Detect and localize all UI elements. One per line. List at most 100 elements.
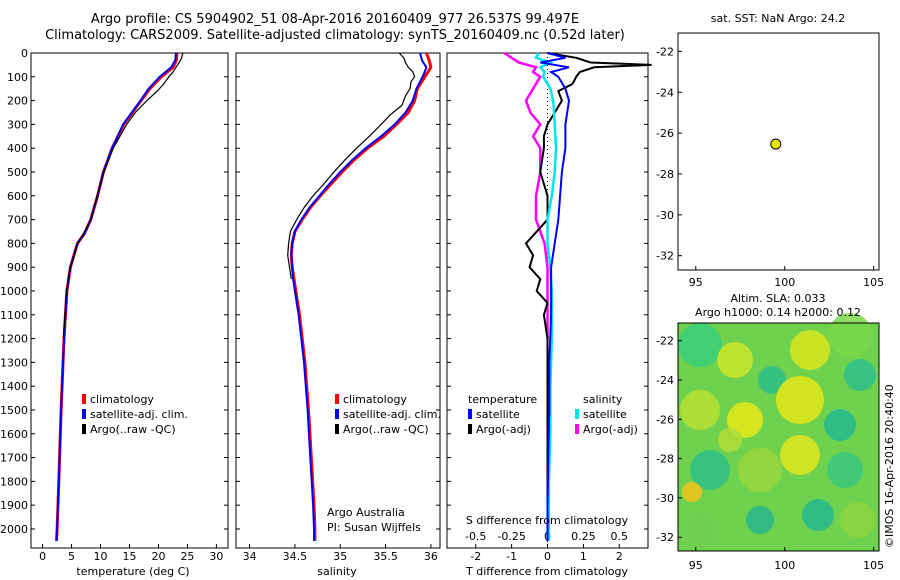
depth-tick-label: 1000 <box>0 285 28 298</box>
legend-label: satellite-adj. clim. <box>90 408 188 421</box>
depth-tick-label: 700 <box>7 214 28 227</box>
depth-tick-label: 1200 <box>0 333 28 346</box>
legend-label: Argo(-adj) <box>476 423 531 436</box>
salinity-difference-tick-label: 0.5 <box>611 530 629 543</box>
legend-swatch-red <box>335 394 339 404</box>
legend-title: salinity <box>583 393 623 406</box>
legend-label: climatology <box>90 393 154 406</box>
sst-map-xtick-label: 100 <box>774 276 795 289</box>
sla-blob <box>678 323 722 367</box>
legend-swatch-black <box>468 424 472 434</box>
sla-map-title-line-1: Altim. SLA: 0.033 <box>730 292 826 305</box>
difference-tick-label: 2 <box>616 550 623 563</box>
sla-blob <box>680 390 720 430</box>
salinity-difference-tick-label: 0.25 <box>571 530 596 543</box>
legend-swatch-black <box>82 424 86 434</box>
depth-tick-label: 100 <box>7 71 28 84</box>
temperature-panel-frame <box>30 52 229 549</box>
sla-map-ytick-label: -26 <box>656 413 674 426</box>
sla-map-field <box>678 313 879 551</box>
series-line-temperature <box>62 52 184 339</box>
legend-swatch-black <box>335 424 339 434</box>
depth-tick-label: 2000 <box>0 523 28 536</box>
depth-tick-label: 1800 <box>0 475 28 488</box>
sla-blob <box>790 330 830 370</box>
legend-label: climatology <box>343 393 407 406</box>
series-line-salinity <box>287 52 416 280</box>
series-line-difference <box>540 52 571 541</box>
salinity-axis-label: salinity <box>317 565 357 578</box>
series-line-difference <box>524 52 652 541</box>
sla-map-ytick-label: -22 <box>656 335 674 348</box>
s-difference-axis-label: S difference from climatology <box>465 514 629 527</box>
difference-tick-label: -1 <box>506 550 517 563</box>
legend-item-climatology: climatology <box>82 392 188 407</box>
depth-tick-label: 1400 <box>0 380 28 393</box>
temperature-tick-label: 25 <box>180 550 194 563</box>
salinity-panel-frame <box>235 52 441 549</box>
legend-swatch-blue <box>335 409 339 419</box>
legend-swatch-blue <box>468 409 472 419</box>
sla-map-xtick-label: 95 <box>689 559 703 572</box>
legend-title: temperature <box>468 393 538 406</box>
credit-line-1: Argo Australia <box>327 506 405 519</box>
series-line-difference <box>534 52 558 541</box>
series-line-difference <box>503 51 549 339</box>
sla-blob <box>717 342 753 378</box>
legend-label: satellite <box>476 408 520 421</box>
depth-tick-label: 0 <box>21 47 28 60</box>
difference-legend-temperature: temperature satellite Argo(-adj) <box>468 392 537 437</box>
legend-label: Argo(..raw -QC) <box>343 423 429 436</box>
sla-map-xtick-label: 100 <box>774 559 795 572</box>
sla-blob <box>824 409 856 441</box>
salinity-tick-label: 35 <box>333 550 347 563</box>
sla-map-frame <box>677 322 880 552</box>
salinity-legend: climatology satellite-adj. clim. Argo(..… <box>335 392 441 437</box>
sla-blob <box>738 448 782 492</box>
sla-blob <box>780 435 820 475</box>
sla-blob <box>718 428 742 452</box>
sst-map-ytick-label: -22 <box>656 45 674 58</box>
legend-item-satellite: satellite-adj. clim. <box>335 407 441 422</box>
temperature-tick-label: 20 <box>151 550 165 563</box>
argo-float-marker <box>770 138 782 150</box>
legend-item-argo: Argo(-adj) <box>468 422 537 437</box>
sst-map-xtick-label: 105 <box>863 276 884 289</box>
depth-tick-label: 900 <box>7 261 28 274</box>
sla-blob <box>682 482 702 502</box>
salinity-tick-label: 35.5 <box>373 550 398 563</box>
sla-map-ytick-label: -28 <box>656 453 674 466</box>
imos-credit: ©IMOS 16-Apr-2016 20:40:40 <box>883 384 896 548</box>
depth-tick-label: 1900 <box>0 499 28 512</box>
sst-map-title: sat. SST: NaN Argo: 24.2 <box>710 12 846 25</box>
sst-map-xtick-label: 95 <box>689 276 703 289</box>
series-line-salinity <box>290 52 428 541</box>
sla-blob <box>682 512 718 548</box>
series-line-salinity <box>289 52 433 541</box>
difference-tick-label: 1 <box>580 550 587 563</box>
temperature-legend: climatology satellite-adj. clim. Argo(..… <box>82 392 188 437</box>
legend-label: satellite-adj. clim. <box>343 408 441 421</box>
legend-swatch-cyan <box>575 409 579 419</box>
legend-item-argo: Argo(..raw -QC) <box>82 422 188 437</box>
difference-tick-label: 0 <box>544 550 551 563</box>
depth-tick-label: 400 <box>7 142 28 155</box>
legend-swatch-blue <box>82 409 86 419</box>
legend-swatch-magenta <box>575 424 579 434</box>
legend-item-satellite: satellite <box>468 407 537 422</box>
difference-tick-label: -2 <box>470 550 481 563</box>
sla-blob <box>690 450 730 490</box>
sst-map-ytick-label: -24 <box>656 86 674 99</box>
legend-item-satellite: satellite-adj. clim. <box>82 407 188 422</box>
legend-label: Argo(..raw -QC) <box>90 423 176 436</box>
depth-tick-label: 1500 <box>0 404 28 417</box>
depth-tick-label: 1600 <box>0 428 28 441</box>
sst-map-ytick-label: -32 <box>656 250 674 263</box>
depth-tick-label: 600 <box>7 190 28 203</box>
sst-map-ytick-label: -28 <box>656 168 674 181</box>
sla-map-ytick-label: -32 <box>656 531 674 544</box>
temperature-tick-label: 10 <box>94 550 108 563</box>
sla-blob <box>840 502 876 538</box>
series-line-temperature <box>55 52 177 541</box>
